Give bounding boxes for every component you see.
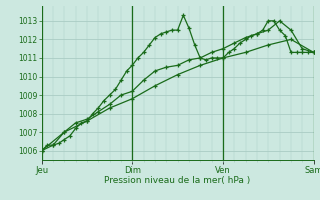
X-axis label: Pression niveau de la mer( hPa ): Pression niveau de la mer( hPa ) [104, 176, 251, 185]
